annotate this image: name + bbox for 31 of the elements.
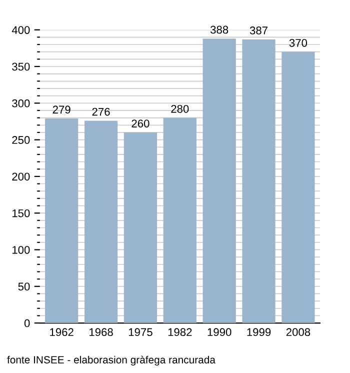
y-tick-label: 150: [12, 209, 30, 218]
bar: [282, 52, 315, 324]
data-label: 280: [171, 104, 189, 113]
x-tick-label: 1968: [90, 328, 113, 336]
source-note: fonte INSEE - elaborasion gràfega rancurada: [7, 356, 216, 366]
bar: [124, 132, 158, 324]
x-tick-label: 1982: [168, 328, 192, 336]
data-label: 260: [132, 120, 150, 128]
bar: [45, 118, 78, 324]
y-tick-label: 50: [18, 282, 30, 291]
data-label: 387: [250, 26, 268, 34]
y-tick-label: 200: [12, 172, 30, 181]
y-tick-label: 400: [12, 26, 30, 34]
data-label: 279: [52, 106, 70, 114]
y-tick-label: 0: [24, 319, 30, 328]
bar: [163, 118, 196, 324]
bar: [242, 39, 276, 324]
y-tick-label: 350: [12, 62, 30, 71]
bar: [202, 38, 236, 324]
y-tick-label: 300: [12, 99, 30, 108]
bar: [84, 120, 118, 324]
x-tick-label: 2008: [286, 328, 310, 336]
x-tick-label: 1975: [128, 328, 152, 336]
data-label: 388: [210, 26, 228, 34]
y-tick-label: 100: [12, 246, 30, 254]
y-tick-label: 250: [12, 136, 30, 144]
x-tick-label: 1990: [208, 328, 232, 336]
data-label: 370: [289, 38, 308, 47]
x-tick-label: 1962: [50, 328, 74, 336]
x-tick-label: 1999: [247, 328, 271, 336]
data-label: 276: [92, 108, 110, 116]
